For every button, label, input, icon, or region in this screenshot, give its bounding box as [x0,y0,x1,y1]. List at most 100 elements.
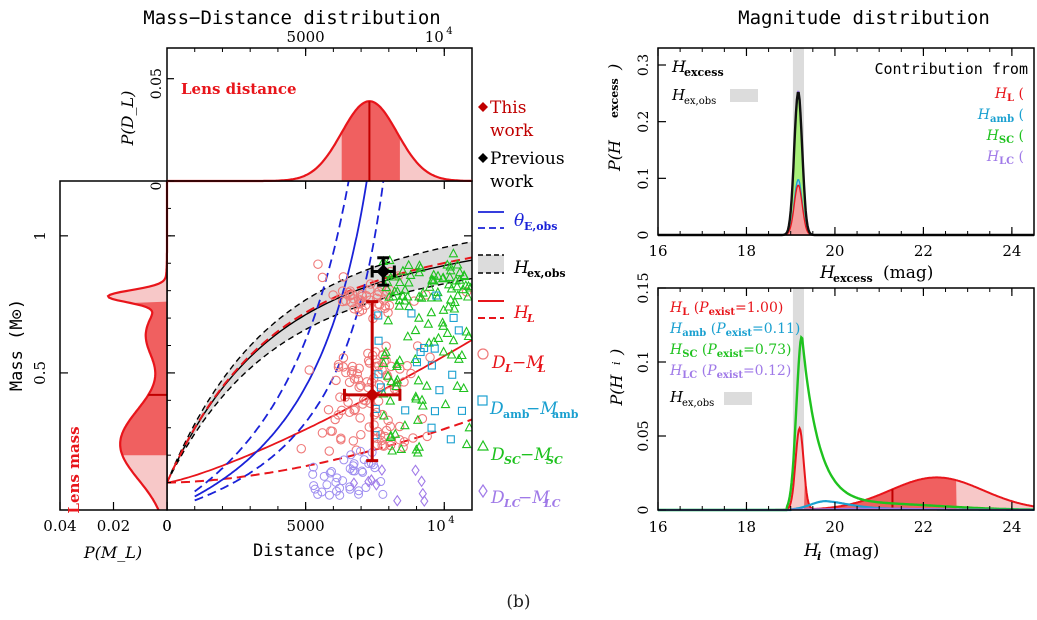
dl-ml-point [412,341,423,351]
dl-ml-point [327,426,337,436]
dsc-msc-point [458,382,469,393]
dl-ml-point [374,380,385,390]
lens-distance-ytick-label: 0.05 [149,68,165,99]
dl-ml-point [351,445,362,455]
dl-ml-point [313,259,323,269]
dl-ml-point [384,300,395,311]
dl-ml-point [296,443,307,454]
dl-ml-point [394,421,405,432]
dl-ml-point [461,287,472,297]
dsc-msc-point [400,284,410,294]
damb-mamb-point [374,370,383,379]
damb-mamb-point [401,406,410,415]
hi-key-obs-sub: ex,obs [682,398,714,409]
hi-xlabel: H [803,541,820,561]
left-figure-title: Mass−Distance distribution [143,7,440,29]
dsc-msc-point [392,360,402,371]
legend-this-work-text: This [490,98,526,118]
damb-mamb-point [449,313,458,322]
dl-ml-point [338,362,349,372]
legend-dsc-sub1: SC [504,454,521,467]
dl-ml-point [317,428,328,438]
dl-ml-point [348,293,359,304]
hexcess-key-obs-sub: ex,obs [684,96,716,107]
legend-previous-work-text: Previous [490,149,565,169]
hl-center-curve [167,339,472,484]
lens-mass-ptick-label: 0.04 [43,517,76,535]
hexcess-xtick-label: 24 [1002,242,1021,260]
hex-obs-band [167,241,472,483]
dsc-msc-point [452,290,463,300]
dl-ml-low-point [355,446,365,456]
hi-key-obs: H [669,388,684,406]
dl-ml-point [358,399,368,409]
dsc-msc-point [394,295,405,305]
dsc-msc-point [452,259,463,269]
dl-ml-point [353,374,364,385]
lens-distance-68-interval [341,101,400,181]
dsc-msc-point [383,315,394,325]
mass-distance-frame [166,180,473,511]
dl-ml-low-point [339,455,349,465]
legend-dsc-marker [476,439,490,451]
dsc-msc-point [460,280,471,290]
hexcess-ylabel-sub: excess [608,78,621,118]
dl-ml-point [417,414,428,424]
dsc-msc-point [442,259,453,269]
legend-dlml-marker [477,348,489,360]
hexcess-ylabel-close: ) [605,64,624,71]
dl-ml-point [354,306,365,317]
lens-mass-xlabel: P(M_L) [83,543,142,562]
distance-axis-label: Distance (pc) [253,541,386,561]
hi-legend-item: HSC (Pexist=0.73) [669,342,792,360]
dl-ml-point [338,353,349,363]
legend-previous-work-marker [478,153,488,163]
dsc-msc-point [390,428,401,438]
legend-hex-text: H [513,258,530,278]
hi-xtick-label: 16 [648,518,667,536]
legend-damb-sub1: amb [503,408,530,421]
theta-e-lower-curve [194,181,385,502]
dlc-mlc-point [417,475,426,488]
dl-ml-point [354,299,365,309]
magnitude-figure: Magnitude distribution 16 18 20 22 24 0 0.1 0.2 0… [605,7,1035,563]
hexcess-key-title-sub: excess [684,66,724,79]
dsc-msc-point [385,431,396,441]
dsc-msc-point [433,332,444,342]
dsc-msc-point [394,276,405,287]
dsc-msc-point [446,283,457,293]
hexcess-frame [657,47,1035,236]
dl-ml-point [383,415,393,426]
hi-ylabel-sub: i [610,361,623,365]
dsc-msc-point [413,312,424,322]
dsc-msc-point [443,279,454,289]
dl-ml-point [337,286,348,296]
dsc-msc-point [459,270,470,281]
hl-upper-curve [167,256,472,484]
dsc-msc-point [387,445,398,455]
dsc-msc-point [448,335,459,345]
lens-distance-pdf-fill [167,101,472,181]
distance-tick-label: 0 [162,517,172,535]
damb-mamb-point [454,326,463,335]
hi-frame [657,287,1035,511]
hexcess-ylabel: P(H [605,139,624,172]
dsc-msc-point [410,391,421,401]
this-work-marker [365,387,380,402]
damb-mamb-point [412,358,422,367]
dl-ml-low-point [354,486,364,496]
dsc-msc-point [462,291,472,301]
dsc-msc-point [463,330,472,341]
dl-ml-point [357,289,367,300]
dl-ml-point [347,365,358,376]
dl-ml-low-point [309,481,319,491]
dl-ml-point [352,369,363,379]
legend-damb-marker [477,395,488,406]
dl-ml-low-point [354,489,364,499]
dl-ml-low-point [361,483,371,493]
dl-ml-point [349,304,359,314]
dsc-msc-point [378,357,389,368]
dl-ml-point [333,362,344,372]
dl-ml-point [336,435,346,445]
dl-ml-point [408,433,418,443]
